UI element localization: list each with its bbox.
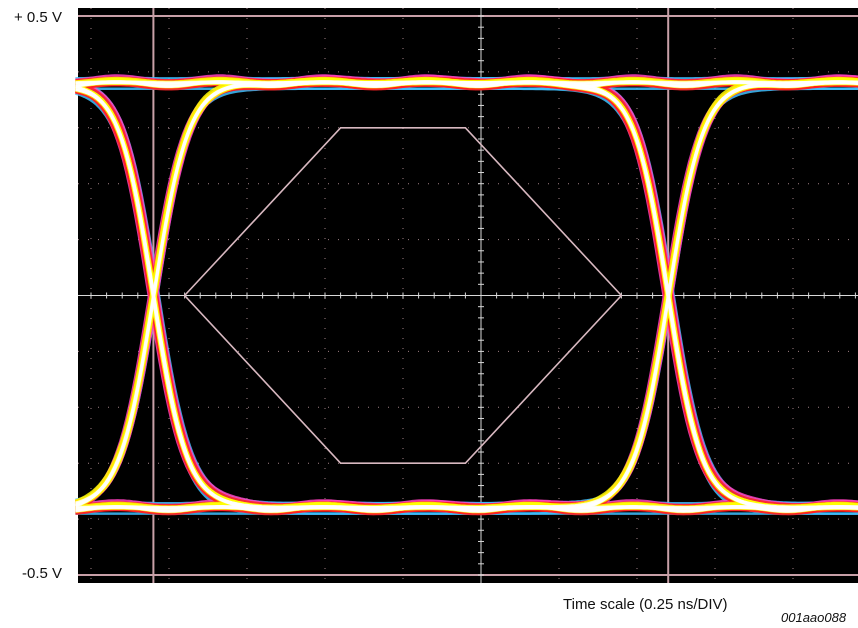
y-tick-label-bottom: -0.5 V xyxy=(22,565,63,582)
y-tick-label-top: + 0.5 V xyxy=(14,9,62,26)
eye-mask xyxy=(183,127,623,465)
x-axis-label: Time scale (0.25 ns/DIV) xyxy=(563,596,728,613)
graticule xyxy=(78,8,858,583)
mask-hexagon xyxy=(183,127,623,465)
figure-id: 001aao088 xyxy=(781,610,847,625)
eye-traces xyxy=(74,74,858,516)
eye-level-trace xyxy=(75,80,858,85)
eye-level-trace xyxy=(75,505,858,510)
